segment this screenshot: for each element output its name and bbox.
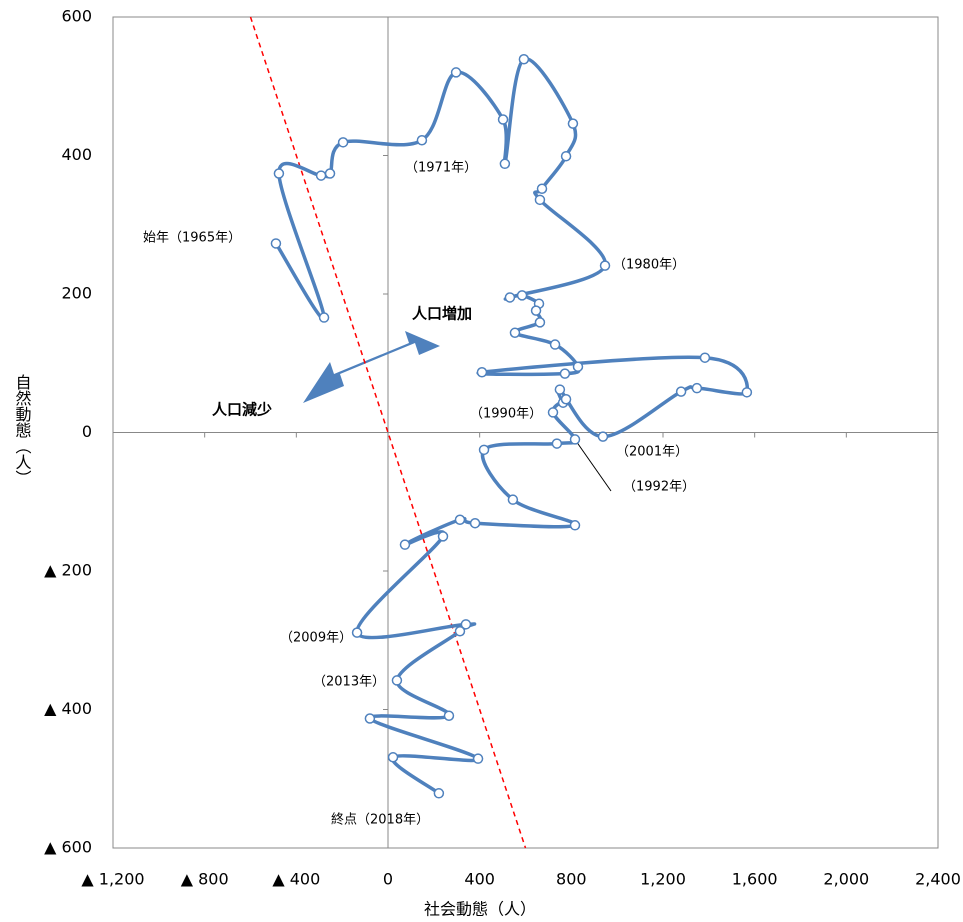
leader-line	[575, 440, 612, 492]
data-point	[560, 394, 572, 405]
annotation: 始年（1965年）	[143, 231, 241, 246]
data-point	[337, 137, 349, 148]
data-point	[416, 135, 428, 146]
x-tick-label: ▲ 1,200	[81, 870, 144, 889]
series-line	[274, 57, 749, 795]
data-point	[433, 788, 445, 799]
x-axis-title: 社会動態（人）	[424, 900, 536, 919]
data-point	[599, 260, 611, 271]
annotation: 人口減少	[212, 401, 272, 419]
double-arrow	[303, 331, 440, 403]
data-point	[364, 713, 376, 724]
x-tick-label: 0	[383, 870, 393, 889]
data-point	[437, 531, 449, 542]
annotation: （1990年）	[470, 407, 542, 422]
data-point	[387, 752, 399, 763]
data-point	[324, 168, 336, 179]
x-tick-label: 800	[556, 870, 587, 889]
data-point	[472, 753, 484, 764]
y-tick-label: ▲ 200	[44, 561, 92, 580]
y-tick-label: ▲ 400	[44, 699, 92, 718]
x-tick-label: ▲ 800	[181, 870, 229, 889]
data-point	[516, 290, 528, 301]
data-point	[699, 352, 711, 363]
data-point	[460, 619, 472, 630]
x-tick-label: 2,400	[915, 870, 961, 889]
y-tick-label: 0	[82, 422, 92, 441]
y-tick-label: 600	[61, 7, 92, 26]
x-tick-label: 2,000	[823, 870, 869, 889]
data-point	[549, 339, 561, 350]
annotation: 終点（2018年）	[331, 812, 429, 828]
data-point	[318, 312, 330, 323]
data-point	[399, 539, 411, 550]
y-tick-label: 200	[61, 284, 92, 303]
data-point	[497, 114, 509, 125]
annotation: （2013年）	[313, 675, 385, 690]
data-point	[551, 438, 563, 449]
data-point	[454, 625, 466, 637]
annotation: （2009年）	[280, 631, 352, 646]
x-tick-label: 1,200	[640, 870, 686, 889]
data-point	[560, 150, 572, 162]
x-tick-label: ▲ 400	[272, 870, 320, 889]
data-point	[534, 194, 546, 206]
annotation: （1992年）	[623, 480, 695, 495]
data-point	[469, 517, 481, 529]
data-point	[741, 387, 753, 398]
data-point	[499, 158, 511, 170]
x-tick-label: 1,600	[732, 870, 778, 889]
reference-line	[249, 16, 527, 849]
data-point	[476, 367, 488, 378]
y-tick-label: ▲ 600	[44, 838, 92, 857]
y-tick-label: 400	[61, 145, 92, 164]
data-point	[567, 118, 579, 129]
data-point	[450, 67, 462, 78]
data-point	[518, 53, 530, 65]
data-point	[554, 384, 566, 395]
y-axis-title: 自然動態（人）	[13, 374, 32, 486]
data-point	[691, 382, 703, 394]
data-point	[559, 368, 571, 379]
data-point	[351, 627, 363, 638]
data-point	[270, 238, 282, 249]
annotation: 人口増加	[412, 305, 472, 323]
data-point	[454, 514, 466, 526]
data-point	[478, 444, 490, 456]
data-point	[597, 431, 609, 442]
data-point	[273, 168, 285, 179]
data-point	[507, 494, 519, 505]
data-point	[536, 183, 548, 194]
data-point	[530, 305, 542, 316]
data-point	[509, 327, 521, 339]
data-point	[443, 710, 455, 721]
data-point	[534, 317, 546, 328]
data-point	[569, 434, 581, 445]
data-point	[675, 386, 687, 397]
annotation: （1980年）	[613, 258, 685, 273]
data-point	[504, 292, 516, 303]
data-point	[572, 361, 584, 372]
x-tick-label: 400	[464, 870, 495, 889]
annotation: （2001年）	[616, 445, 688, 460]
data-point	[315, 170, 327, 181]
data-point	[547, 407, 559, 418]
data-point	[569, 520, 581, 531]
data-point	[391, 675, 403, 686]
annotation: （1971年）	[405, 161, 477, 176]
